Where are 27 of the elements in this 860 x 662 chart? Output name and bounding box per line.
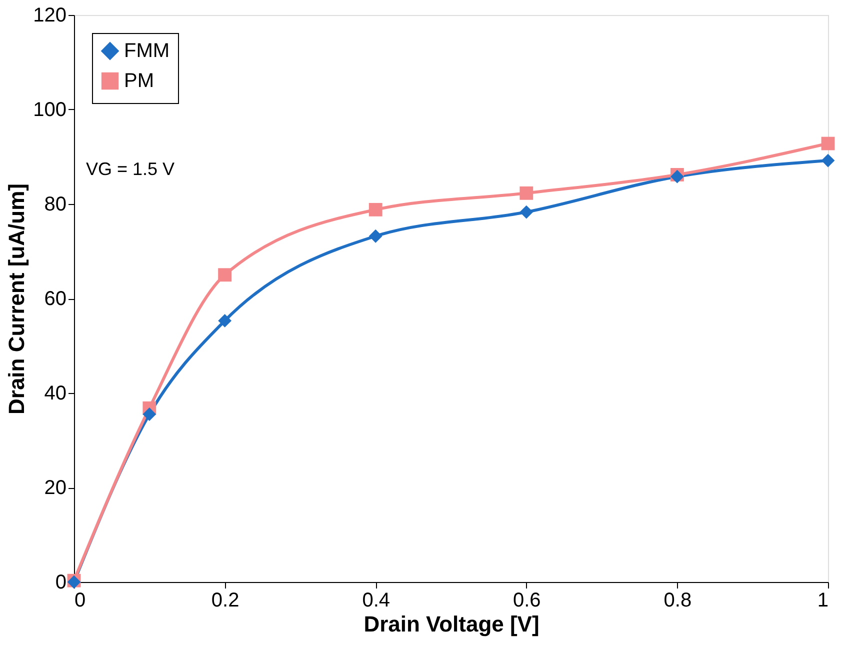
x-tick-label: 0.4 [362,590,390,612]
y-axis-title: Drain Current [uA/um] [4,184,30,414]
y-tick-label: 120 [33,4,66,26]
x-tick-label: 0.6 [512,590,541,612]
point [368,202,382,216]
y-tick-label: 0 [55,572,66,594]
x-axis-title: Drain Voltage [V] [364,612,540,636]
point [218,314,232,328]
y-tick-label: 20 [44,477,66,499]
x-tick-label: 0.8 [664,590,692,612]
x-tick-label: 0 [74,590,86,612]
legend-label: FMM [124,40,170,62]
point [218,268,232,282]
x-tick-label: 1 [817,590,828,612]
point [821,154,835,168]
y-tick-label: 100 [33,99,66,121]
y-tick-label: 60 [44,288,66,310]
annotation: VG = 1.5 V [86,159,175,179]
y-tick-label: 80 [44,194,66,216]
point [520,186,534,200]
point [520,205,534,219]
y-tick-label: 40 [44,382,66,404]
point [142,408,156,421]
x-tick-label: 0.2 [211,590,240,612]
point [368,229,382,243]
point [821,136,835,150]
legend-label: PM [124,70,154,92]
